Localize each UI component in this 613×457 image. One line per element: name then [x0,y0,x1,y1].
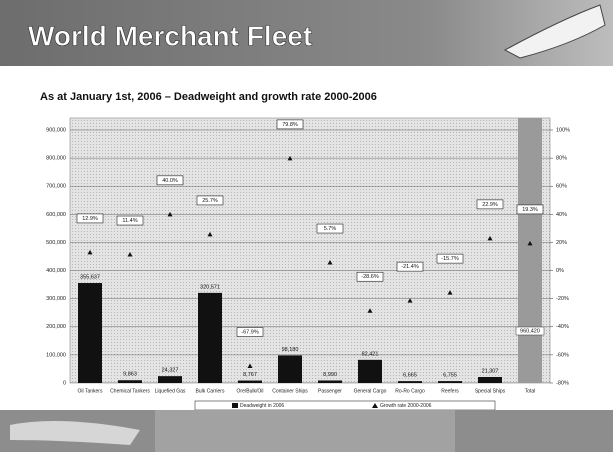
bar-value-label: 960,420 [520,328,540,334]
legend-marker [232,403,238,408]
bar-value-label: 8,767 [243,372,257,378]
bar [78,283,102,383]
bar-value-label: 6,665 [403,373,417,379]
bar [478,377,502,383]
page: {"header": {"title": "World Merchant Fle… [0,0,613,457]
bar-value-label: 9,863 [123,372,137,378]
y2-tick-label: 20% [556,240,567,246]
bar-value-label: 24,327 [162,368,179,374]
chart-title: As at January 1st, 2006 – Deadweight and… [40,91,377,103]
growth-value-label: 40.0% [162,178,178,184]
slide-title: World Merchant Fleet [28,20,312,51]
x-tick-label: General Cargo [354,388,387,394]
growth-value-label: 12.9% [82,216,98,222]
footer-panel [155,410,455,452]
y-tick-label: 800,000 [46,156,66,162]
bar [358,360,382,383]
y-tick-label: 100,000 [46,352,66,358]
bar [238,381,262,383]
bar-value-label: 82,421 [362,351,379,357]
growth-value-label: -28.6% [361,274,379,280]
bar [278,355,302,383]
y-tick-label: 300,000 [46,296,66,302]
slide: World Merchant Fleet As at January 1st, … [0,0,613,452]
bar [198,293,222,383]
x-tick-label: Special Ships [475,388,506,394]
x-tick-label: Ro-Ro Cargo [395,388,425,394]
bar [158,376,182,383]
growth-value-label: -15.7% [441,256,459,262]
x-tick-label: Chemical Tankers [110,388,150,394]
y-tick-label: 200,000 [46,324,66,330]
bar [118,380,142,383]
bar-value-label: 21,307 [482,368,499,374]
bar-value-label: 98,180 [282,347,299,353]
y-tick-label: 0 [63,380,66,386]
legend-label: Deadweight in 2006 [240,403,284,409]
y2-tick-label: 80% [556,156,567,162]
y2-tick-label: -40% [556,324,569,330]
bar [438,381,462,383]
y2-tick-label: 0% [556,268,564,274]
growth-value-label: 19.3% [522,207,538,213]
bar [318,380,342,383]
bar-value-label: 6,755 [443,373,457,379]
y2-tick-label: -20% [556,296,569,302]
bar-value-label: 8,990 [323,372,337,378]
growth-value-label: 79.8% [282,122,298,128]
x-tick-label: Passenger [318,388,342,394]
x-tick-label: Bulk Carriers [196,388,225,394]
legend-label: Growth rate 2000-2006 [380,403,432,409]
bar [398,381,422,383]
y-tick-label: 600,000 [46,212,66,218]
growth-value-label: 25.7% [202,198,218,204]
x-tick-label: Reefers [441,388,459,394]
growth-value-label: -67.9% [241,329,259,335]
y2-tick-label: 60% [556,184,567,190]
bar-value-label: 355,637 [80,274,100,280]
growth-value-label: -21.4% [401,264,419,270]
bar-value-label: 320,571 [200,284,220,290]
y-tick-label: 400,000 [46,268,66,274]
x-tick-label: Container Ships [272,388,308,394]
growth-value-label: 11.4% [122,218,137,224]
y-tick-label: 900,000 [46,127,66,133]
y-tick-label: 700,000 [46,184,66,190]
y2-tick-label: -80% [556,380,569,386]
y-tick-label: 500,000 [46,240,66,246]
y2-tick-label: -60% [556,352,569,358]
x-tick-label: Oil Tankers [78,388,103,394]
x-tick-label: Liquefied Gas [155,388,186,394]
bar [518,113,542,383]
growth-value-label: 5.7% [324,226,337,232]
x-tick-label: Total [525,388,536,394]
growth-value-label: 22.9% [482,202,498,208]
x-tick-label: Ore/Bulk/Oil [237,388,264,394]
y2-tick-label: 40% [556,212,567,218]
y2-tick-label: 100% [556,127,570,133]
plot-area [70,118,550,383]
